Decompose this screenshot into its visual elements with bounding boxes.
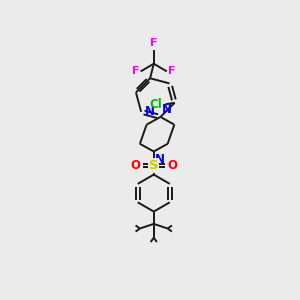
Text: Cl: Cl	[150, 98, 162, 111]
Text: N: N	[155, 153, 165, 166]
Text: F: F	[150, 38, 158, 48]
Text: F: F	[132, 66, 140, 76]
Text: N: N	[145, 105, 155, 118]
Text: O: O	[130, 159, 140, 172]
Text: O: O	[168, 159, 178, 172]
Text: N: N	[162, 103, 172, 116]
Text: S: S	[149, 159, 159, 172]
Text: F: F	[168, 66, 175, 76]
